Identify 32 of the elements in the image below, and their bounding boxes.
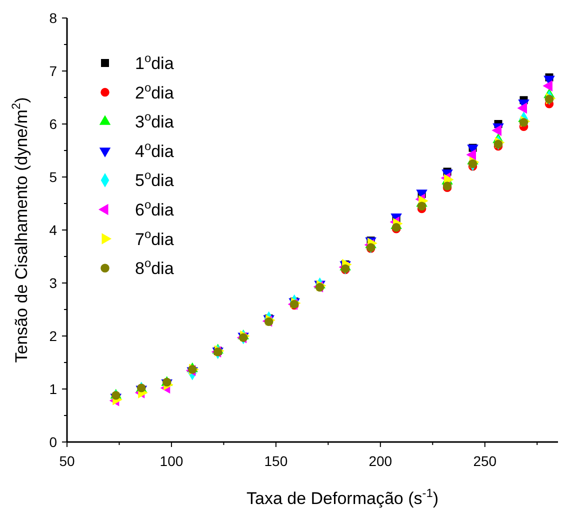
legend-label: 6$^{o}$dia — [135, 198, 174, 220]
y-tick-label: 6 — [49, 116, 58, 132]
y-tick-label: 0 — [49, 434, 58, 450]
legend-label: 2$^{o}$dia — [135, 80, 174, 102]
legend-label: 4$^{o}$dia — [135, 138, 174, 161]
legend-label: 5$^{o}$dia — [135, 168, 174, 190]
y-tick-label: 5 — [49, 169, 58, 185]
x-tick-label: 250 — [473, 453, 497, 469]
point — [112, 391, 120, 400]
x-tick-label: 100 — [160, 453, 184, 469]
point — [466, 149, 476, 160]
point — [417, 202, 426, 211]
y-tick-label: 8 — [49, 10, 58, 26]
point — [468, 159, 478, 168]
legend-label: 8$^{o}$dia — [135, 256, 174, 278]
x-tick-label: 150 — [264, 453, 288, 469]
point — [517, 102, 527, 114]
y-tick-label: 2 — [49, 328, 58, 344]
legend-label: 1$^{o}$dia — [135, 51, 174, 73]
y-tick-label: 4 — [49, 222, 58, 238]
point — [519, 118, 528, 127]
point — [492, 124, 502, 136]
y-tick-label: 7 — [49, 63, 58, 79]
y-tick-label: 1 — [49, 381, 58, 397]
legend-label: 7$^{o}$dia — [135, 226, 174, 249]
point — [494, 140, 503, 148]
x-tick-label: 50 — [59, 453, 75, 469]
point — [542, 80, 552, 92]
x-axis-title: Taxa de Deformação (s$^{-1}$) — [246, 486, 438, 508]
y-tick-label: 3 — [49, 275, 58, 291]
legend-label: 3$^{o}$dia — [135, 110, 174, 132]
x-tick-label: 200 — [368, 453, 392, 469]
